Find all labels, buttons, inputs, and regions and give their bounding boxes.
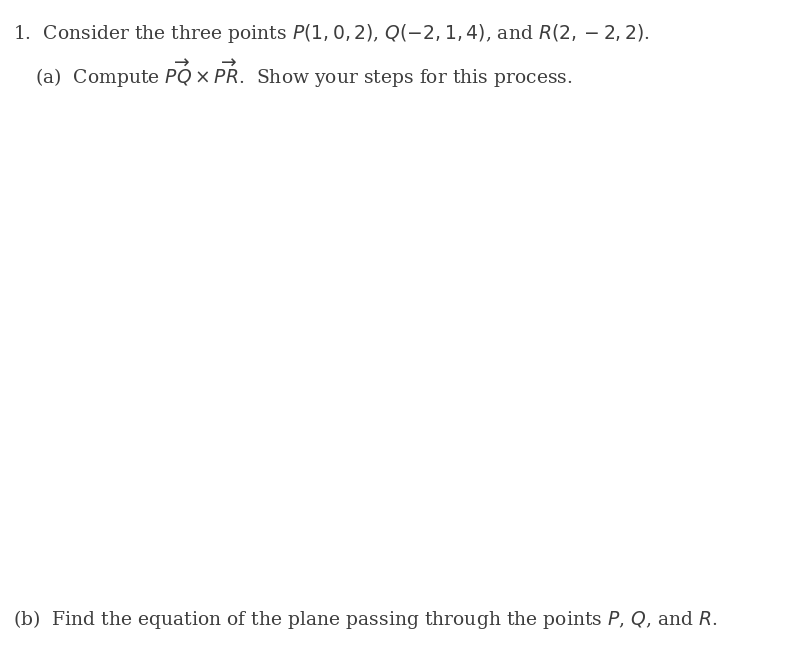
Text: (b)  Find the equation of the plane passing through the points $P$, $Q$, and $R$: (b) Find the equation of the plane passi… xyxy=(13,608,718,631)
Text: (a)  Compute $\overrightarrow{PQ} \times \overrightarrow{PR}$.  Show your steps : (a) Compute $\overrightarrow{PQ} \times … xyxy=(35,58,573,91)
Text: 1.  Consider the three points $P(1,0,2)$, $Q(-2,1,4)$, and $R(2,-2,2)$.: 1. Consider the three points $P(1,0,2)$,… xyxy=(13,22,650,45)
